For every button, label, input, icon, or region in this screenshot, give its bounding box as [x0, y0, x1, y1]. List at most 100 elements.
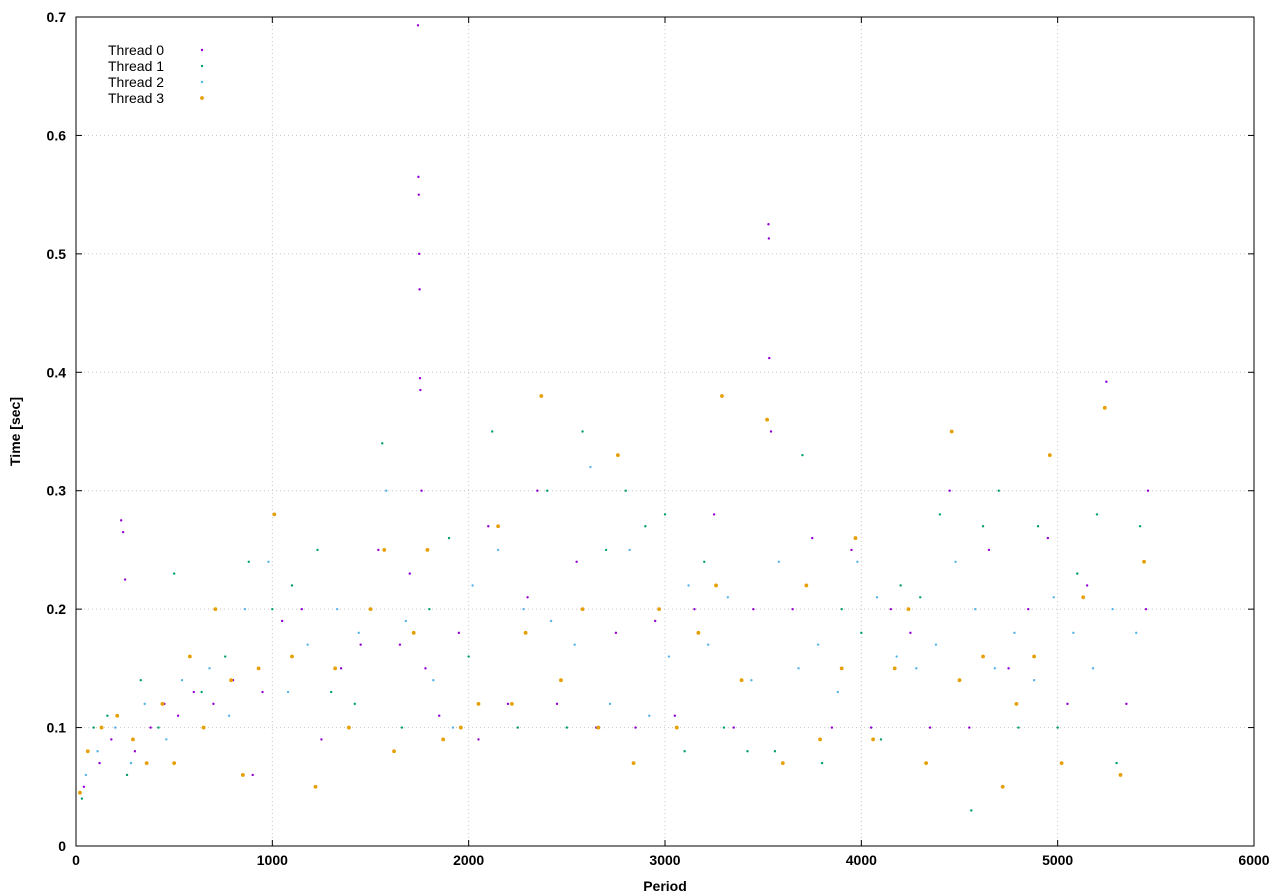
data-point	[1032, 654, 1037, 659]
data-point	[1052, 596, 1055, 599]
data-point	[447, 536, 451, 540]
data-point	[536, 489, 539, 492]
data-point	[830, 726, 834, 729]
data-point	[987, 548, 991, 552]
data-point	[687, 584, 690, 587]
data-point	[357, 631, 360, 635]
data-point	[271, 607, 274, 611]
data-point	[871, 737, 876, 742]
data-point	[752, 607, 755, 611]
data-point	[1081, 595, 1086, 600]
data-point	[129, 761, 133, 765]
data-point	[816, 643, 820, 646]
x-tick-label: 6000	[1238, 852, 1269, 868]
data-point	[139, 679, 142, 682]
data-point	[416, 24, 420, 27]
data-point	[948, 489, 951, 492]
data-point	[300, 607, 303, 611]
x-tick-label: 1000	[257, 852, 288, 868]
data-point	[1014, 701, 1019, 706]
data-point	[1046, 536, 1050, 540]
data-point	[957, 678, 962, 683]
data-point	[1076, 572, 1079, 575]
data-point	[608, 702, 612, 706]
data-point	[938, 513, 942, 516]
data-point	[875, 596, 879, 599]
data-point	[491, 430, 494, 433]
data-point	[750, 679, 753, 682]
data-point	[306, 643, 309, 646]
data-point	[496, 524, 501, 529]
data-point	[149, 726, 152, 729]
data-point	[106, 714, 109, 717]
data-point	[99, 725, 104, 730]
data-point	[853, 536, 858, 540]
data-point	[915, 667, 918, 670]
data-point	[522, 607, 525, 611]
data-points	[78, 24, 1150, 812]
y-axis-title: Time [sec]	[7, 397, 23, 466]
data-point	[411, 630, 416, 635]
data-point	[424, 667, 427, 670]
data-point	[144, 761, 149, 765]
data-point	[208, 667, 211, 670]
y-tick-label: 0	[58, 838, 66, 854]
data-point	[683, 750, 686, 753]
data-point	[526, 596, 529, 599]
legend-marker	[200, 80, 204, 84]
data-point	[1111, 607, 1114, 611]
data-point	[1032, 679, 1036, 682]
data-point	[614, 631, 618, 635]
data-point	[438, 714, 441, 717]
data-point	[856, 560, 859, 563]
series-2	[84, 465, 1138, 777]
data-point	[143, 702, 146, 706]
data-point	[663, 513, 667, 516]
data-point	[732, 726, 735, 729]
data-point	[400, 726, 404, 729]
data-point	[1095, 513, 1099, 516]
data-point	[201, 725, 206, 730]
y-tick-label: 0.4	[47, 364, 67, 380]
legend-label: Thread 1	[108, 58, 164, 74]
data-point	[949, 429, 954, 434]
data-point	[85, 749, 90, 754]
data-point	[368, 607, 373, 612]
series-3	[78, 394, 1146, 795]
data-point	[1056, 726, 1059, 729]
data-point	[80, 797, 84, 800]
data-point	[657, 607, 662, 612]
data-point	[1135, 631, 1138, 635]
y-tick-label: 0.6	[47, 127, 67, 143]
data-point	[596, 725, 601, 730]
data-point	[382, 548, 387, 552]
data-point	[767, 223, 770, 226]
data-point	[290, 584, 294, 587]
data-point	[589, 465, 592, 469]
data-point	[712, 513, 716, 516]
data-point	[172, 761, 177, 765]
data-point	[339, 667, 343, 670]
data-point	[471, 584, 474, 587]
data-point	[280, 619, 284, 623]
data-point	[674, 725, 679, 730]
data-point	[906, 607, 911, 612]
data-point	[131, 737, 135, 742]
data-point	[768, 356, 771, 360]
data-point	[506, 702, 510, 706]
data-point	[797, 667, 800, 670]
data-point	[476, 701, 481, 706]
data-point	[696, 630, 701, 635]
data-point	[836, 690, 839, 694]
data-point	[267, 560, 270, 563]
data-point	[889, 607, 892, 611]
data-point	[1144, 607, 1148, 611]
data-point	[467, 655, 470, 658]
data-point	[1000, 784, 1005, 789]
data-point	[213, 607, 218, 612]
data-point	[974, 607, 977, 611]
data-point	[928, 726, 932, 729]
data-point	[773, 750, 777, 753]
data-point	[320, 738, 323, 741]
